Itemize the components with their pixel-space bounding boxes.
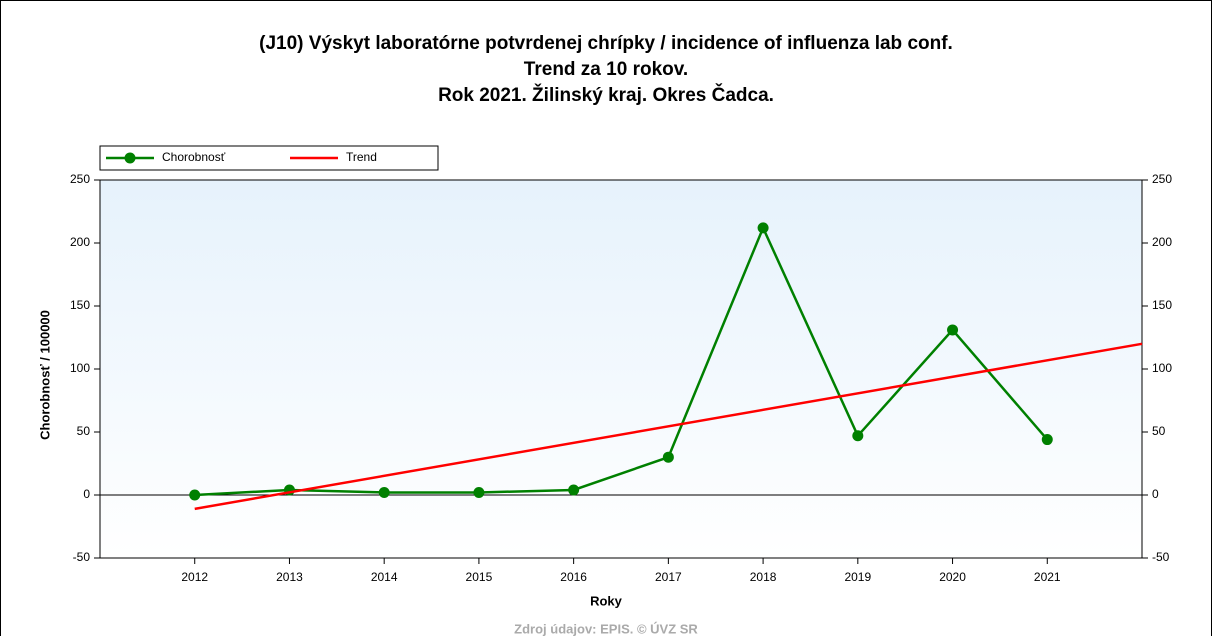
y-tick-label: 150 (70, 298, 90, 312)
y2-tick-label: 0 (1152, 487, 1159, 501)
legend-marker (124, 152, 136, 164)
y-axis-label: Chorobnosť / 100000 (37, 310, 52, 440)
line (194, 224, 1049, 497)
y-tick-label: 0 (83, 487, 90, 501)
source: Zdroj údajov: EPIS. © ÚVZ SR (514, 621, 698, 636)
marker (662, 451, 674, 463)
legend (99, 145, 439, 171)
y-tick-label: -50 (73, 550, 91, 564)
marker (378, 486, 390, 498)
y-tick-label: 100 (70, 361, 90, 375)
x-tick-label: 2021 (1034, 570, 1061, 584)
marker (852, 430, 864, 442)
marker (947, 324, 959, 336)
x-tick-label: 2018 (750, 570, 777, 584)
marker (1041, 434, 1053, 446)
marker (473, 486, 485, 498)
chart-title: Trend za 10 rokov. (524, 59, 688, 80)
line (194, 342, 1143, 511)
marker (568, 484, 580, 496)
legend-label: Trend (346, 150, 377, 164)
x-tick-label: 2012 (181, 570, 208, 584)
y2-tick-label: 200 (1152, 235, 1172, 249)
y-tick-label: 50 (77, 424, 91, 438)
x-tick-label: 2014 (371, 570, 398, 584)
x-axis-label: Roky (590, 593, 623, 608)
chart-title: Rok 2021. Žilinský kraj. Okres Čadca. (438, 84, 774, 106)
y2-tick-label: 100 (1152, 361, 1172, 375)
marker (189, 489, 201, 501)
x-tick-label: 2013 (276, 570, 303, 584)
x-tick-label: 2016 (560, 570, 587, 584)
y2-tick-label: 250 (1152, 172, 1172, 186)
y-tick-label: 250 (70, 172, 90, 186)
chart-title: (J10) Výskyt laboratórne potvrdenej chrí… (259, 33, 953, 54)
y-tick-label: 200 (70, 235, 90, 249)
marker (757, 222, 769, 234)
legend-label: Chorobnosť (162, 150, 226, 164)
y2-tick-label: -50 (1152, 550, 1170, 564)
y2-tick-label: 50 (1152, 424, 1166, 438)
x-tick-label: 2019 (844, 570, 871, 584)
x-tick-label: 2017 (655, 570, 682, 584)
x-tick-label: 2020 (939, 570, 966, 584)
x-tick-label: 2015 (466, 570, 493, 584)
y2-tick-label: 150 (1152, 298, 1172, 312)
